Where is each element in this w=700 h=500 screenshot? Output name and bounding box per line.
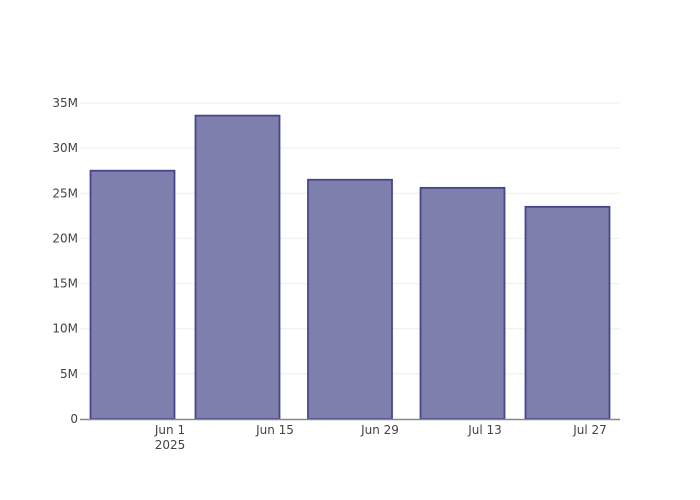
- bar[interactable]: [89, 169, 176, 420]
- x-tick-year-label: 2025: [155, 438, 186, 452]
- y-tick-label: 25M: [52, 186, 78, 200]
- y-tick-label: 30M: [52, 141, 78, 155]
- y-tick-label: 10M: [52, 322, 78, 336]
- bars: [89, 114, 611, 420]
- x-tick-label: Jul 27: [572, 423, 607, 437]
- x-tick-label: Jun 29: [360, 423, 399, 437]
- bar[interactable]: [524, 205, 611, 420]
- bar[interactable]: [307, 178, 393, 420]
- bar[interactable]: [194, 114, 281, 420]
- bar[interactable]: [419, 186, 506, 420]
- y-tick-label: 5M: [60, 367, 78, 381]
- y-axis-ticks: 0 5M 10M 15M 20M 25M 30M 35M: [52, 96, 78, 426]
- x-tick-label: Jul 13: [467, 423, 502, 437]
- x-tick-label: Jun 1: [154, 423, 185, 437]
- y-tick-label: 0: [70, 412, 78, 426]
- y-tick-label: 35M: [52, 96, 78, 110]
- y-tick-label: 20M: [52, 231, 78, 245]
- y-tick-label: 15M: [52, 277, 78, 291]
- x-tick-label: Jun 15: [255, 423, 294, 437]
